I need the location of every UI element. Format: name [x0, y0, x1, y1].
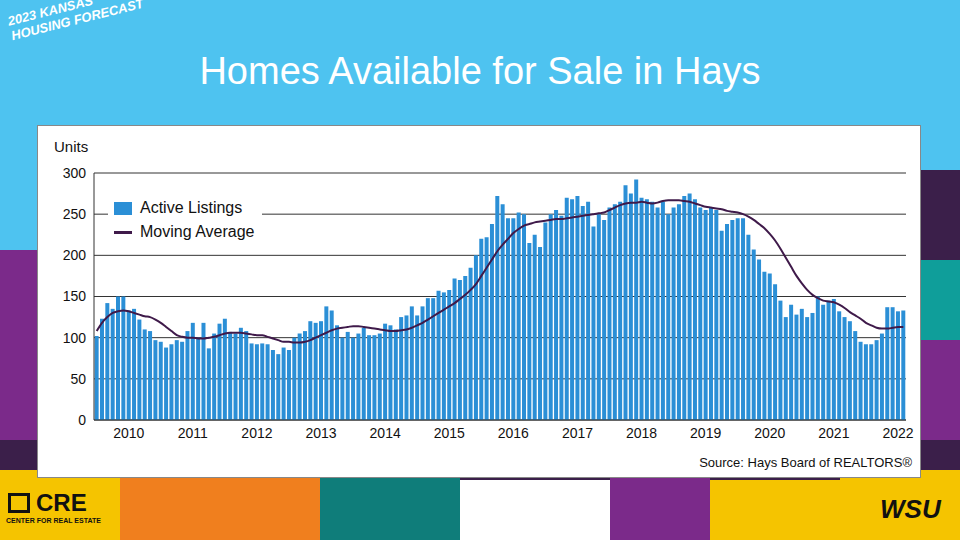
svg-text:2019: 2019	[690, 425, 721, 441]
svg-text:2015: 2015	[434, 425, 465, 441]
svg-text:2013: 2013	[305, 425, 336, 441]
svg-text:250: 250	[63, 206, 87, 222]
svg-text:2016: 2016	[498, 425, 529, 441]
html-text:WSU: WSU	[880, 494, 941, 524]
svg-text:2021: 2021	[818, 425, 849, 441]
svg-text:50: 50	[70, 371, 86, 387]
html-text:Moving Average: Moving Average	[140, 223, 255, 240]
html-text:Active Listings: Active Listings	[140, 199, 243, 216]
html-text:CRE: CRE	[36, 489, 87, 516]
svg-text:2014: 2014	[370, 425, 401, 441]
html-text:Homes Available for Sale in Ha: Homes Available for Sale in Hays	[199, 50, 761, 92]
svg-text:2011: 2011	[178, 425, 208, 441]
svg-text:2017: 2017	[562, 425, 593, 441]
svg-text:150: 150	[63, 288, 87, 304]
html-text:Source: Hays Board of REALTORS: Source: Hays Board of REALTORS®	[699, 455, 912, 470]
svg-text:100: 100	[63, 330, 87, 346]
html-text:Units: Units	[54, 138, 89, 155]
svg-text:2022: 2022	[882, 425, 913, 441]
svg-text:300: 300	[63, 165, 87, 181]
svg-text:0: 0	[78, 412, 86, 428]
svg-text:2018: 2018	[626, 425, 657, 441]
svg-text:2010: 2010	[113, 425, 144, 441]
svg-text:2012: 2012	[241, 425, 272, 441]
svg-text:200: 200	[63, 247, 87, 263]
html-text:CENTER FOR REAL ESTATE: CENTER FOR REAL ESTATE	[6, 517, 101, 524]
svg-text:2020: 2020	[754, 425, 785, 441]
